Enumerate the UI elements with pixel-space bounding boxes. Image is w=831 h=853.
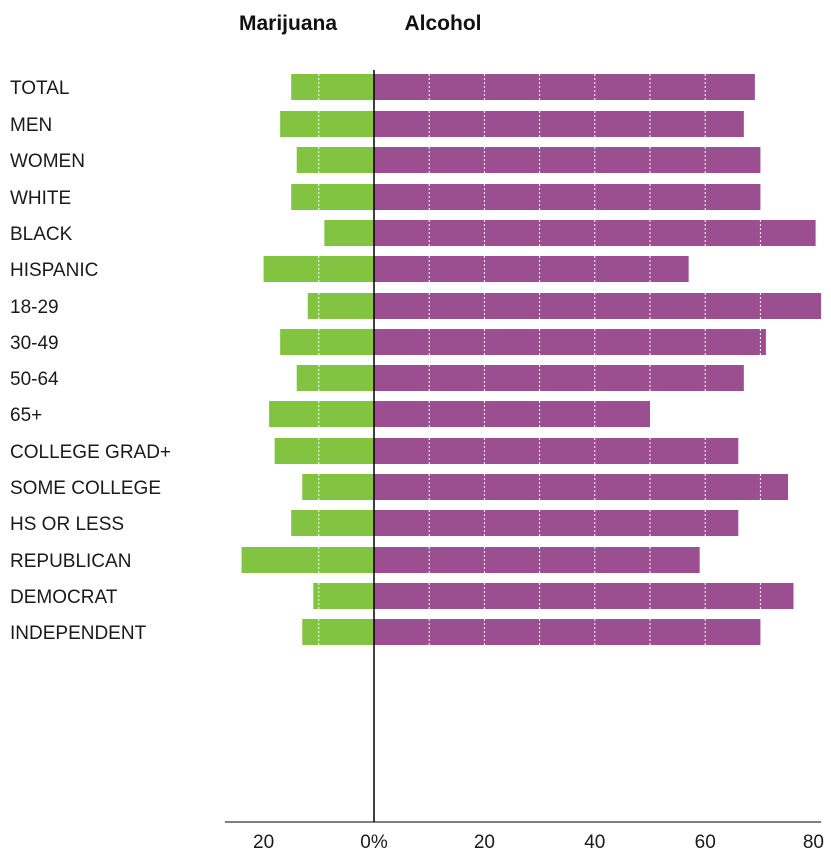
bar-marijuana-democrat bbox=[313, 583, 374, 609]
row-label-50-64: 50-64 bbox=[10, 369, 59, 390]
bar-alcohol-65 bbox=[374, 401, 650, 427]
bar-marijuana-18-29 bbox=[307, 293, 374, 319]
bar-marijuana-30-49 bbox=[280, 329, 374, 355]
bar-marijuana-college-grad bbox=[274, 438, 374, 464]
bar-marijuana-white bbox=[291, 184, 374, 210]
x-tick-label: 0% bbox=[360, 832, 388, 853]
bar-marijuana-black bbox=[324, 220, 374, 246]
row-label-independent: INDEPENDENT bbox=[10, 623, 147, 644]
row-label-republican: REPUBLICAN bbox=[10, 551, 131, 572]
bar-marijuana-some-college bbox=[302, 474, 374, 500]
bar-marijuana-hs-or-less bbox=[291, 510, 374, 536]
bar-alcohol-college-grad bbox=[374, 438, 739, 464]
row-label-some-college: SOME COLLEGE bbox=[10, 478, 161, 499]
row-label-women: WOMEN bbox=[10, 151, 85, 172]
x-tick-label: 80 bbox=[803, 832, 824, 853]
marijuana-header: Marijuana bbox=[239, 12, 337, 35]
bar-alcohol-18-29 bbox=[374, 293, 822, 319]
x-axis: 20 0% 20 40 60 80 bbox=[224, 70, 824, 853]
row-label-hs-or-less: HS OR LESS bbox=[10, 514, 124, 535]
bar-alcohol-men bbox=[374, 111, 744, 137]
row-label-democrat: DEMOCRAT bbox=[10, 587, 118, 608]
bar-marijuana-republican bbox=[241, 547, 374, 573]
bars-layer bbox=[241, 74, 822, 645]
row-label-black: BLACK bbox=[10, 224, 73, 245]
row-label-men: MEN bbox=[10, 115, 52, 136]
bar-alcohol-white bbox=[374, 184, 761, 210]
bar-alcohol-democrat bbox=[374, 583, 794, 609]
row-label-white: WHITE bbox=[10, 188, 71, 209]
row-label-30-49: 30-49 bbox=[10, 333, 59, 354]
bar-marijuana-men bbox=[280, 111, 374, 137]
row-label-65: 65+ bbox=[10, 405, 42, 426]
bar-alcohol-hs-or-less bbox=[374, 510, 739, 536]
bar-marijuana-total bbox=[291, 74, 374, 100]
bar-marijuana-independent bbox=[302, 619, 374, 645]
x-tick-label: 20 bbox=[253, 832, 274, 853]
bar-alcohol-republican bbox=[374, 547, 700, 573]
row-label-18-29: 18-29 bbox=[10, 297, 59, 318]
x-tick-label: 60 bbox=[695, 832, 716, 853]
bar-marijuana-women bbox=[296, 147, 374, 173]
row-labels: TOTAL MEN WOMEN WHITE BLACK HISPANIC 18-29 30-4… bbox=[10, 78, 171, 644]
row-label-hispanic: HISPANIC bbox=[10, 260, 98, 281]
bar-alcohol-independent bbox=[374, 619, 761, 645]
bar-alcohol-hispanic bbox=[374, 256, 689, 282]
alcohol-header: Alcohol bbox=[405, 12, 482, 35]
bar-alcohol-total bbox=[374, 74, 755, 100]
row-label-college-grad: COLLEGE GRAD+ bbox=[10, 442, 171, 463]
bar-alcohol-some-college bbox=[374, 474, 788, 500]
row-label-total: TOTAL bbox=[10, 78, 69, 99]
bar-alcohol-women bbox=[374, 147, 761, 173]
bar-alcohol-30-49 bbox=[374, 329, 766, 355]
x-tick-label: 20 bbox=[474, 832, 495, 853]
bar-alcohol-50-64 bbox=[374, 365, 744, 391]
bar-marijuana-50-64 bbox=[296, 365, 374, 391]
x-tick-label: 40 bbox=[584, 832, 605, 853]
bar-marijuana-65 bbox=[269, 401, 374, 427]
